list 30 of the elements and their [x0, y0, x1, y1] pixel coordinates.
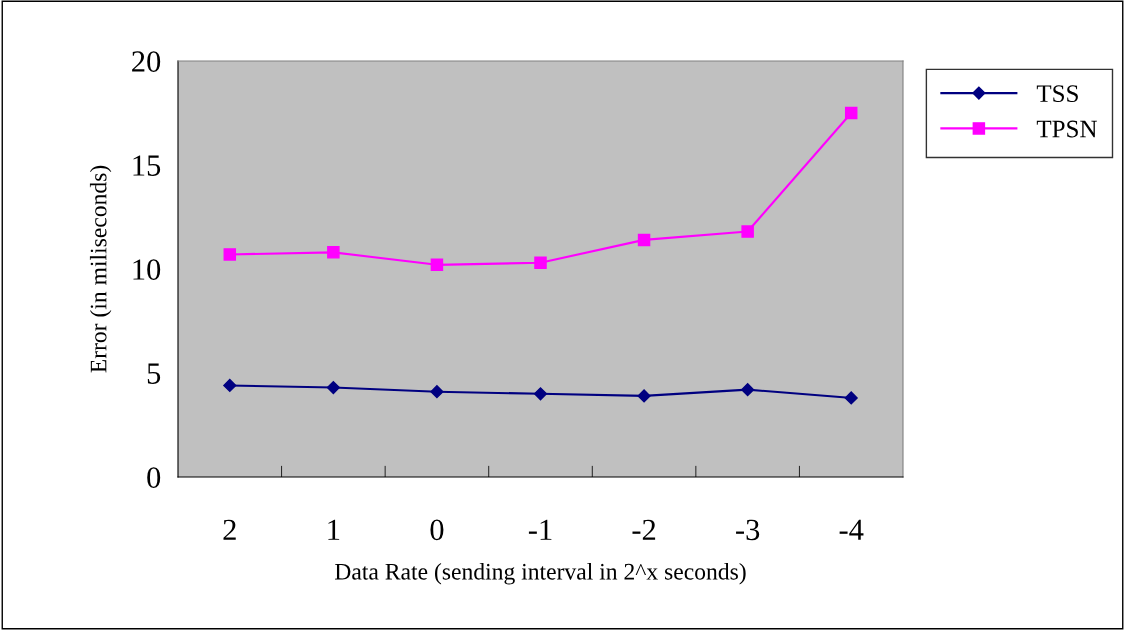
point: [637, 389, 651, 403]
x-tick-label: -4: [839, 519, 864, 540]
x-axis-title: Data Rate (sending interval in 2^x seconds): [335, 563, 746, 585]
point: [430, 385, 444, 399]
point: [223, 378, 237, 393]
x-tick-label: -1: [528, 519, 552, 540]
point: [430, 258, 444, 272]
x-tick-label: -2: [632, 519, 656, 540]
x-tick-label: 2: [223, 519, 236, 540]
x-tick-label: 0: [430, 519, 444, 541]
legend-label: TPSN: [1036, 120, 1097, 138]
point: [327, 246, 340, 259]
y-tick-label: 20: [132, 51, 161, 72]
point: [223, 248, 237, 261]
y-tick-label: 5: [147, 363, 161, 384]
point: [741, 383, 755, 397]
y-tick-label: 10: [133, 259, 161, 280]
point: [637, 233, 651, 247]
point: [844, 106, 858, 120]
y-axis-title: Error (in miliseconds): [89, 165, 112, 373]
point: [326, 380, 340, 395]
point: [741, 225, 754, 238]
point: [533, 387, 548, 401]
y-tick-label: 15: [133, 155, 161, 176]
point: [534, 256, 547, 270]
x-tick-label: 1: [328, 519, 340, 540]
y-tick-label: 0: [147, 467, 161, 488]
point: [844, 391, 858, 405]
x-tick-label: -3: [736, 519, 760, 541]
legend-label: TSS: [1036, 85, 1078, 103]
